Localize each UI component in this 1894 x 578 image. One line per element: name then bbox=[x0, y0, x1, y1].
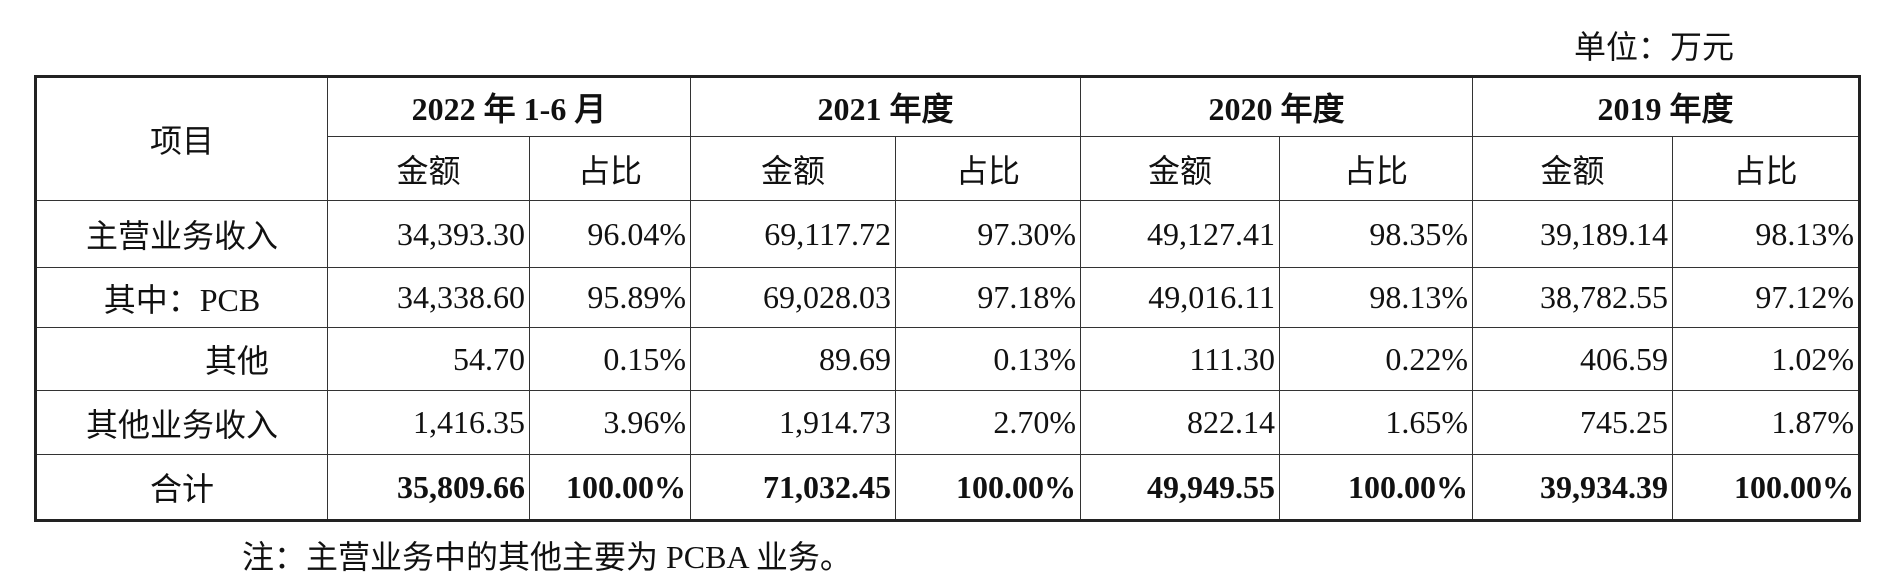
revenue-table: 项目 2022 年 1-6 月 2021 年度 2020 年度 2019 年度 金额 占比金… bbox=[34, 75, 1861, 522]
cell: 98.13% bbox=[1672, 200, 1860, 268]
cell: 35,809.66 bbox=[327, 454, 530, 521]
cell: 96.04% bbox=[529, 200, 691, 268]
subheader: 金额 bbox=[327, 136, 530, 201]
data-row: 主营业务收入 34,393.30 96.04% 69,117.72 97.30% 49,1… bbox=[35, 200, 1860, 268]
subheader: 金额 bbox=[1080, 136, 1280, 201]
cell: 0.15% bbox=[529, 327, 691, 391]
cell: 49,127.41 bbox=[1080, 200, 1280, 268]
cell: 0.13% bbox=[895, 327, 1081, 391]
row-label: 合计 bbox=[35, 454, 328, 521]
item-header: 项目 bbox=[35, 76, 328, 201]
data-row: 其他 54.70 0.15% 89.69 0.13% 111.30 0.22% 406.59 1… bbox=[35, 327, 1860, 391]
period-header: 2019 年度 bbox=[1472, 76, 1860, 137]
cell: 38,782.55 bbox=[1472, 267, 1673, 328]
cell: 97.12% bbox=[1672, 267, 1860, 328]
cell: 2.70% bbox=[895, 390, 1081, 455]
subheader: 金额 bbox=[1472, 136, 1673, 201]
cell: 39,189.14 bbox=[1472, 200, 1673, 268]
cell: 54.70 bbox=[327, 327, 530, 391]
cell: 1,914.73 bbox=[690, 390, 896, 455]
cell: 34,393.30 bbox=[327, 200, 530, 268]
cell: 1.65% bbox=[1279, 390, 1473, 455]
cell: 100.00% bbox=[1672, 454, 1860, 521]
cell: 95.89% bbox=[529, 267, 691, 328]
cell: 100.00% bbox=[529, 454, 691, 521]
row-label: 其中：PCB bbox=[35, 267, 328, 328]
cell: 34,338.60 bbox=[327, 267, 530, 328]
note: 注：主营业务中的其他主要为 PCBA 业务。 bbox=[242, 539, 852, 575]
period-header: 2021 年度 bbox=[690, 76, 1081, 137]
cell: 1.87% bbox=[1672, 390, 1860, 455]
row-label: 主营业务收入 bbox=[35, 200, 328, 268]
unit-label: 单位：万元 bbox=[1573, 29, 1734, 65]
row-label: 其他 bbox=[35, 327, 328, 391]
cell: 49,949.55 bbox=[1080, 454, 1280, 521]
subheader: 占比 bbox=[1672, 136, 1860, 201]
data-row: 其他业务收入 1,416.35 3.96% 1,914.73 2.70% 822.14 1.… bbox=[35, 390, 1860, 455]
cell: 111.30 bbox=[1080, 327, 1280, 391]
cell: 822.14 bbox=[1080, 390, 1280, 455]
subheader: 占比 bbox=[895, 136, 1081, 201]
period-header: 2022 年 1-6 月 bbox=[327, 76, 691, 137]
cell: 89.69 bbox=[690, 327, 896, 391]
cell: 0.22% bbox=[1279, 327, 1473, 391]
cell: 3.96% bbox=[529, 390, 691, 455]
row-label: 其他业务收入 bbox=[35, 390, 328, 455]
cell: 1,416.35 bbox=[327, 390, 530, 455]
header-row: 项目 2022 年 1-6 月 2021 年度 2020 年度 2019 年度 bbox=[35, 76, 1860, 201]
cell: 71,032.45 bbox=[690, 454, 896, 521]
subheader: 金额 bbox=[690, 136, 896, 201]
cell: 39,934.39 bbox=[1472, 454, 1673, 521]
cell: 1.02% bbox=[1672, 327, 1860, 391]
cell: 97.30% bbox=[895, 200, 1081, 268]
cell: 745.25 bbox=[1472, 390, 1673, 455]
data-row: 其中：PCB 34,338.60 95.89% 69,028.03 97.18% 49,0… bbox=[35, 267, 1860, 328]
cell: 69,028.03 bbox=[690, 267, 896, 328]
cell: 98.13% bbox=[1279, 267, 1473, 328]
cell: 100.00% bbox=[1279, 454, 1473, 521]
period-header: 2020 年度 bbox=[1080, 76, 1473, 137]
data-row: 合计 35,809.66 100.00% 71,032.45 100.00% 49,949… bbox=[35, 454, 1860, 521]
subheader: 占比 bbox=[1279, 136, 1473, 201]
cell: 100.00% bbox=[895, 454, 1081, 521]
cell: 406.59 bbox=[1472, 327, 1673, 391]
cell: 69,117.72 bbox=[690, 200, 896, 268]
subheader: 占比 bbox=[529, 136, 691, 201]
cell: 97.18% bbox=[895, 267, 1081, 328]
cell: 49,016.11 bbox=[1080, 267, 1280, 328]
cell: 98.35% bbox=[1279, 200, 1473, 268]
